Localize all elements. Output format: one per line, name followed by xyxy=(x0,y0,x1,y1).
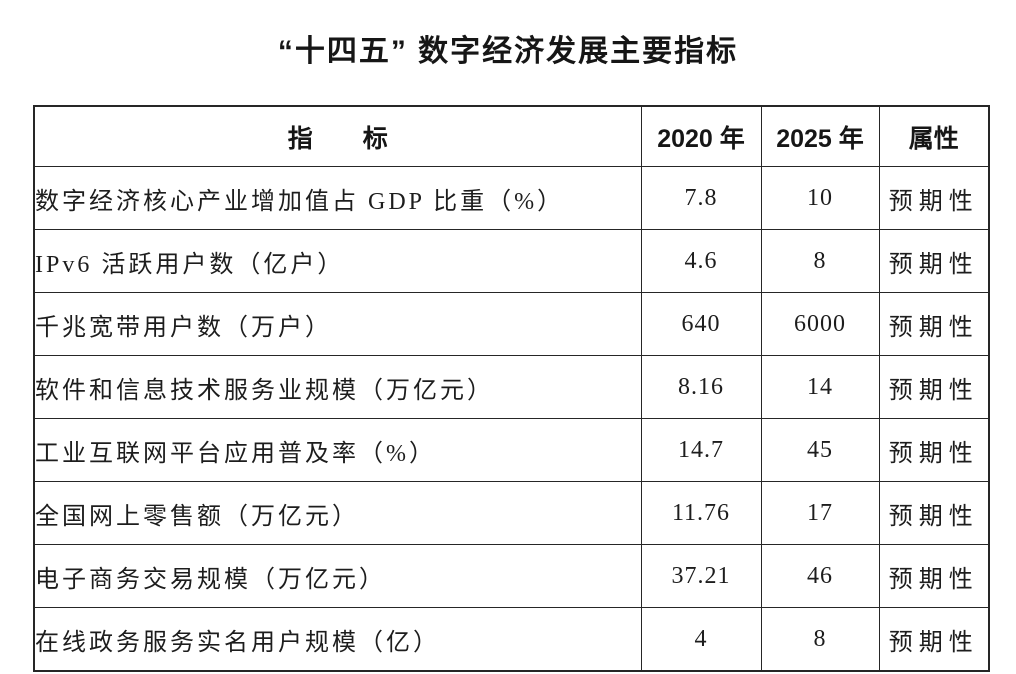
table-header: 指 标 2020 年 2025 年 属性 xyxy=(33,105,990,167)
value-2020-cell: 4.6 xyxy=(640,229,762,293)
value-2025-cell: 8 xyxy=(760,607,880,672)
indicator-cell: 工业互联网平台应用普及率（%） xyxy=(33,418,642,482)
value-2020-cell: 8.16 xyxy=(640,355,762,419)
attribute-cell: 预期性 xyxy=(878,292,990,356)
attribute-cell: 预期性 xyxy=(878,418,990,482)
table-row: IPv6 活跃用户数（亿户） 4.6 8 预期性 xyxy=(33,229,990,293)
page-title: “十四五” 数字经济发展主要指标 xyxy=(277,35,739,68)
table-row: 千兆宽带用户数（万户） 640 6000 预期性 xyxy=(33,292,990,356)
table-row: 全国网上零售额（万亿元） 11.76 17 预期性 xyxy=(33,481,990,545)
header-indicator: 指 标 xyxy=(33,105,642,167)
attribute-cell: 预期性 xyxy=(878,229,990,293)
indicator-cell: 软件和信息技术服务业规模（万亿元） xyxy=(33,355,642,419)
table-row: 在线政务服务实名用户规模（亿） 4 8 预期性 xyxy=(33,607,990,672)
value-2020-cell: 11.76 xyxy=(640,481,762,545)
header-row: 指 标 2020 年 2025 年 属性 xyxy=(33,105,990,167)
value-2020-cell: 37.21 xyxy=(640,544,762,608)
header-2020: 2020 年 xyxy=(640,105,762,167)
value-2025-cell: 17 xyxy=(760,481,880,545)
value-2025-cell: 8 xyxy=(760,229,880,293)
attribute-cell: 预期性 xyxy=(878,166,990,230)
value-2025-cell: 6000 xyxy=(760,292,880,356)
value-2020-cell: 640 xyxy=(640,292,762,356)
attribute-cell: 预期性 xyxy=(878,544,990,608)
indicator-cell: 数字经济核心产业增加值占 GDP 比重（%） xyxy=(33,166,642,230)
table-body: 数字经济核心产业增加值占 GDP 比重（%） 7.8 10 预期性 IPv6 活… xyxy=(33,166,990,672)
attribute-cell: 预期性 xyxy=(878,607,990,672)
indicator-cell: 在线政务服务实名用户规模（亿） xyxy=(33,607,642,672)
header-2025: 2025 年 xyxy=(760,105,880,167)
table-row: 数字经济核心产业增加值占 GDP 比重（%） 7.8 10 预期性 xyxy=(33,166,990,230)
table-row: 电子商务交易规模（万亿元） 37.21 46 预期性 xyxy=(33,544,990,608)
attribute-cell: 预期性 xyxy=(878,481,990,545)
indicator-cell: 全国网上零售额（万亿元） xyxy=(33,481,642,545)
attribute-cell: 预期性 xyxy=(878,355,990,419)
value-2020-cell: 7.8 xyxy=(640,166,762,230)
header-attribute: 属性 xyxy=(878,105,990,167)
value-2020-cell: 14.7 xyxy=(640,418,762,482)
value-2025-cell: 10 xyxy=(760,166,880,230)
value-2025-cell: 45 xyxy=(760,418,880,482)
value-2025-cell: 46 xyxy=(760,544,880,608)
value-2025-cell: 14 xyxy=(760,355,880,419)
indicators-table: 指 标 2020 年 2025 年 属性 数字经济核心产业增加值占 GDP 比重… xyxy=(33,105,990,672)
indicator-cell: 千兆宽带用户数（万户） xyxy=(33,292,642,356)
table-row: 工业互联网平台应用普及率（%） 14.7 45 预期性 xyxy=(33,418,990,482)
table-row: 软件和信息技术服务业规模（万亿元） 8.16 14 预期性 xyxy=(33,355,990,419)
indicator-cell: IPv6 活跃用户数（亿户） xyxy=(33,229,642,293)
indicator-cell: 电子商务交易规模（万亿元） xyxy=(33,544,642,608)
value-2020-cell: 4 xyxy=(640,607,762,672)
